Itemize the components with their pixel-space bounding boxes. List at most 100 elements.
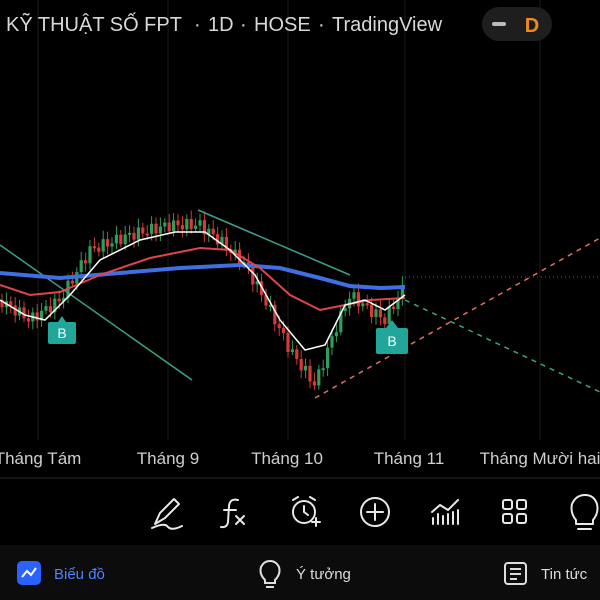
exchange: HOSE [254, 14, 311, 36]
header: KỸ THUẬT SỐ FPT · 1D · HOSE · TradingVie… [6, 12, 443, 36]
candle-body [0, 300, 4, 308]
candle-body [321, 368, 325, 371]
candle-body [53, 298, 57, 313]
candle-body [158, 226, 162, 234]
candle-body [79, 260, 83, 273]
candle-body [339, 310, 343, 333]
candle-body [114, 234, 118, 244]
ideas-tool[interactable] [570, 494, 599, 530]
candle-body [163, 222, 167, 227]
candle-body [387, 306, 391, 324]
candle-body [374, 309, 378, 318]
candle-body [295, 349, 299, 360]
candle-body [251, 268, 255, 285]
candle-body [238, 249, 242, 266]
sep: · [318, 14, 325, 36]
candle-body [264, 295, 268, 306]
candle-body [198, 220, 202, 226]
candle-body [167, 222, 171, 232]
candle-body [176, 220, 180, 226]
candle-body [40, 310, 44, 321]
candle-body [141, 227, 145, 234]
ma-blue [0, 262, 406, 291]
candle-body [383, 317, 387, 324]
candle-body [290, 349, 294, 352]
candle-body [150, 223, 154, 234]
candle-body [255, 281, 259, 285]
time-label: Tháng Mười hai [480, 449, 600, 468]
nav-news[interactable]: Tin tức [504, 562, 588, 585]
candle-body [396, 297, 400, 310]
candle-body [216, 234, 220, 245]
candle-body [370, 304, 374, 318]
trend-line [314, 237, 600, 399]
candle-body [26, 318, 30, 322]
candle-body [330, 336, 334, 348]
candle-body [35, 312, 39, 321]
nav-ideas[interactable]: Ý tưởng [259, 559, 351, 588]
time-label: Tháng 11 [374, 449, 445, 468]
candle-body [282, 328, 286, 334]
indicator-tool[interactable] [220, 498, 245, 529]
buy-marker: B [48, 316, 76, 344]
candle-body [189, 219, 193, 229]
ma-white [0, 231, 406, 351]
candles [0, 210, 404, 390]
candle-body [211, 228, 215, 235]
candle-body [220, 236, 224, 245]
candle-body [317, 369, 321, 386]
candle-body [233, 249, 237, 253]
candle-body [361, 303, 365, 307]
candle-body [128, 232, 132, 235]
candle-body [268, 304, 272, 307]
time-label: Tháng 10 [251, 449, 323, 468]
nav-chart[interactable]: Biểu đồ [17, 561, 105, 585]
candle-body [378, 309, 382, 318]
draw-tool[interactable] [151, 498, 183, 530]
grid [37, 0, 541, 440]
candle-body [224, 236, 228, 249]
alert-tool[interactable] [292, 496, 321, 527]
candle-body [123, 234, 127, 245]
candle-body [352, 292, 356, 299]
sep: · [194, 14, 201, 36]
candle-body [9, 301, 13, 306]
candle-body [70, 280, 74, 284]
candle-body [400, 284, 404, 298]
candle-body [308, 365, 312, 382]
candle-body [180, 225, 184, 230]
candle-body [202, 220, 206, 235]
candle-body [145, 233, 149, 236]
nav-label: Ý tưởng [296, 566, 351, 583]
volume-tool[interactable] [431, 499, 459, 525]
candle-body [343, 308, 347, 311]
add-tool[interactable] [360, 497, 390, 527]
candle-body [62, 297, 66, 302]
buy-marker: B [376, 320, 408, 354]
time-label: Tháng 9 [137, 449, 199, 468]
candle-body [334, 332, 338, 337]
candle-body [273, 304, 277, 325]
candle-body [185, 219, 189, 230]
candle-body [286, 333, 290, 352]
candle-body [57, 298, 61, 302]
candle-body [194, 225, 198, 229]
source: TradingView [332, 14, 443, 36]
candle-body [136, 227, 140, 240]
candle-body [312, 381, 316, 386]
candle-body [44, 306, 48, 311]
trend-line [197, 209, 351, 276]
candle-body [97, 247, 101, 252]
candle-body [92, 246, 96, 249]
layout-tool[interactable] [502, 499, 527, 524]
candle-body [207, 228, 211, 235]
symbol: KỸ THUẬT SỐ FPT [6, 12, 182, 36]
marker-label: B [57, 325, 66, 341]
candle-body [110, 243, 114, 247]
candle-body [101, 239, 105, 252]
candle-body [22, 307, 26, 319]
market-status[interactable]: D [482, 7, 552, 41]
toolbar [151, 494, 599, 530]
badge: D [525, 15, 539, 37]
